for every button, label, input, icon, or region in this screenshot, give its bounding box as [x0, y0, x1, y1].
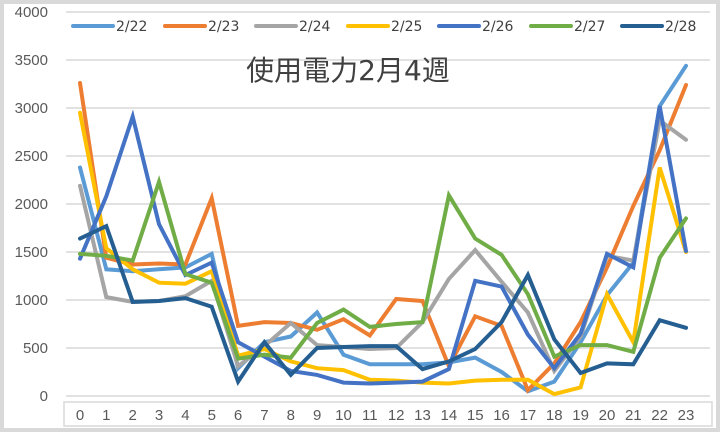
x-tick-label: 2: [129, 407, 137, 424]
legend-item-2-25: 2/25: [346, 19, 422, 35]
series-line-2-27: [78, 175, 688, 361]
x-tick-label: 7: [260, 407, 268, 424]
legend-label: 2/26: [482, 19, 514, 35]
x-tick-label: 20: [599, 407, 616, 424]
legend-label: 2/27: [574, 19, 605, 35]
gridlines: [66, 11, 710, 397]
legend-item-2-23: 2/23: [163, 19, 239, 35]
y-tick-label: 3000: [15, 100, 48, 117]
x-tick-label: 10: [335, 407, 352, 424]
legend-item-2-24: 2/24: [254, 19, 331, 35]
y-tick-label: 500: [23, 340, 48, 357]
x-tick-label: 14: [441, 407, 458, 424]
y-tick-label: 1000: [15, 292, 48, 309]
x-tick-label: 4: [181, 407, 189, 424]
legend-label: 2/22: [116, 19, 147, 35]
legend-item-2-26: 2/26: [437, 19, 514, 35]
x-tick-label: 15: [467, 407, 484, 424]
x-tick-label: 13: [414, 407, 431, 424]
chart-title: 使用電力2月4週: [246, 54, 450, 87]
legend-item-2-28: 2/28: [620, 19, 696, 35]
x-tick-label: 12: [388, 407, 405, 424]
x-tick-label: 1: [102, 407, 110, 424]
y-tick-label: 2000: [15, 196, 48, 213]
data-series: [78, 63, 688, 397]
x-tick-label: 16: [493, 407, 510, 424]
x-tick-label: 0: [76, 407, 84, 424]
x-tick-label: 17: [520, 407, 537, 424]
x-tick-label: 5: [208, 407, 216, 424]
y-tick-label: 3500: [15, 52, 48, 69]
x-tick-label: 11: [362, 407, 378, 424]
legend-label: 2/24: [299, 19, 331, 35]
y-tick-label: 2500: [15, 148, 48, 165]
chart-area: [4, 4, 716, 428]
legend: 2/22 2/23 2/24 2/25 2/26 2/27 2/28: [71, 19, 696, 35]
x-axis-labels: 0 1 2 3 4 5 6 7 8 9 10 11 12 13 14 15 16 17 18 19 20 21 22 23: [76, 407, 695, 424]
series-line-2-28: [78, 223, 688, 387]
legend-item-2-22: 2/22: [71, 19, 147, 35]
x-tick-label: 18: [546, 407, 563, 424]
x-tick-label: 9: [313, 407, 321, 424]
x-tick-label: 22: [651, 407, 668, 424]
x-tick-label: 3: [155, 407, 163, 424]
y-axis-labels: 0 500 1000 1500 2000 2500 3000 3500 4000: [15, 4, 48, 405]
x-tick-label: 6: [234, 407, 242, 424]
series-line-2-25: [78, 110, 688, 397]
series-line-2-26: [78, 105, 688, 386]
legend-item-2-27: 2/27: [529, 19, 605, 35]
legend-label: 2/25: [391, 19, 422, 35]
x-axis-label-box: [63, 401, 713, 427]
x-tick-label: 19: [572, 407, 589, 424]
x-tick-label: 23: [678, 407, 695, 424]
x-tick-label: 21: [625, 407, 642, 424]
y-tick-label: 1500: [15, 244, 48, 261]
y-tick-label: 0: [40, 388, 48, 405]
x-tick-label: 8: [287, 407, 295, 424]
y-tick-label: 4000: [15, 4, 48, 21]
legend-label: 2/28: [665, 19, 696, 35]
legend-label: 2/23: [208, 19, 239, 35]
